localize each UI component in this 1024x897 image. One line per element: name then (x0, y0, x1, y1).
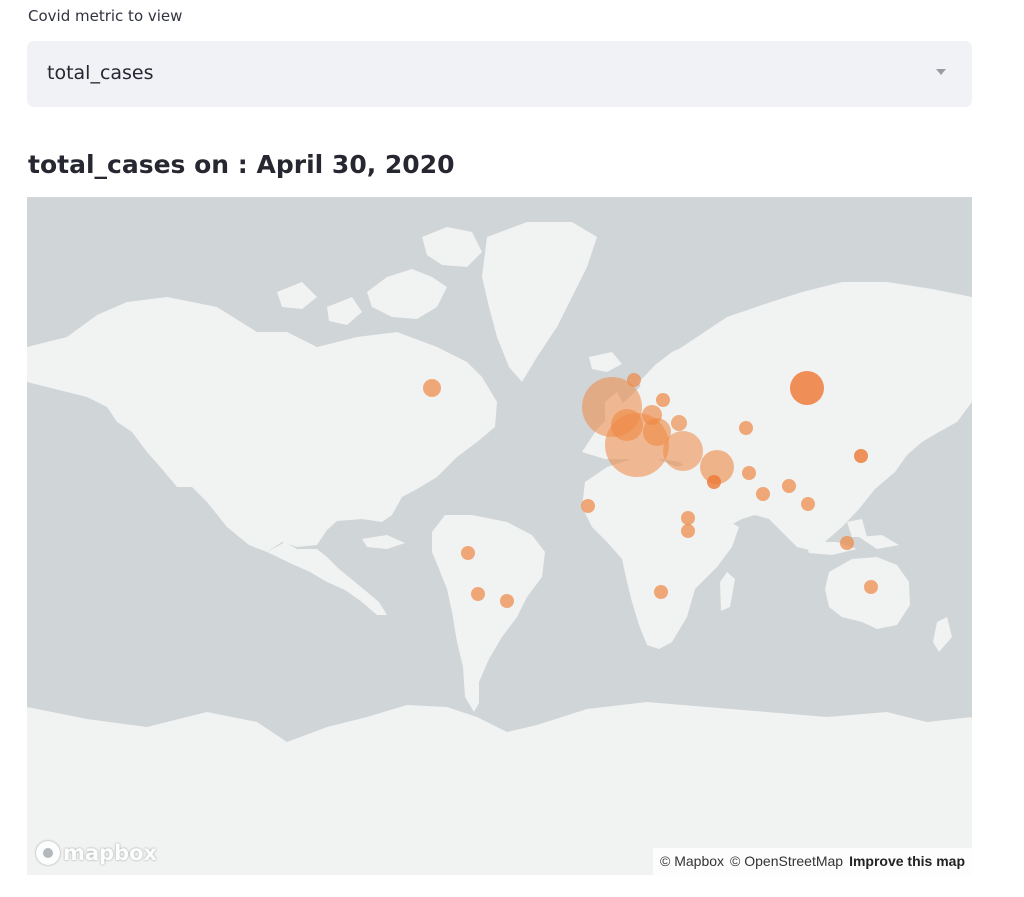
marker-pakistan[interactable] (742, 466, 756, 480)
marker-east-africa-north[interactable] (681, 511, 695, 525)
marker-south-africa[interactable] (654, 585, 668, 599)
mapbox-logo-text: mapbox (63, 841, 158, 865)
marker-west-africa[interactable] (581, 499, 595, 513)
marker-gulf[interactable] (707, 475, 721, 489)
mapbox-logo[interactable]: mapbox (36, 841, 157, 865)
marker-japan-korea[interactable] (854, 449, 868, 463)
map-attribution: © Mapbox © OpenStreetMap Improve this ma… (653, 848, 972, 875)
metric-select[interactable]: total_cases (27, 41, 972, 107)
marker-indonesia[interactable] (840, 536, 854, 550)
select-value: total_cases (47, 62, 154, 84)
marker-russia[interactable] (790, 371, 824, 405)
mapbox-logo-icon (36, 841, 60, 865)
landmass-central-america (267, 542, 387, 615)
landmass-iceland (589, 352, 622, 372)
marker-turkey[interactable] (663, 431, 703, 471)
map-view[interactable]: mapbox © Mapbox © OpenStreetMap Improve … (27, 197, 972, 875)
marker-central-europe[interactable] (643, 418, 671, 446)
marker-iran[interactable] (700, 450, 734, 484)
marker-east-africa-south[interactable] (681, 524, 695, 538)
land-layer (27, 222, 972, 875)
select-label: Covid metric to view (28, 7, 183, 25)
marker-ukraine[interactable] (671, 415, 687, 431)
marker-chile[interactable] (471, 587, 485, 601)
chevron-down-icon[interactable] (936, 69, 946, 75)
marker-scandinavia[interactable] (627, 373, 641, 387)
landmass-south-america (432, 515, 545, 712)
landmass-greenland (482, 222, 597, 382)
marker-argentina[interactable] (500, 594, 514, 608)
improve-map-link[interactable]: Improve this map (849, 853, 965, 869)
marker-caucasus[interactable] (739, 421, 753, 435)
marker-southeast-asia[interactable] (801, 497, 815, 511)
landmass-north-america (27, 297, 497, 552)
attribution-osm-link[interactable]: © OpenStreetMap (730, 853, 844, 869)
attribution-mapbox-link[interactable]: © Mapbox (660, 853, 725, 869)
landmass-africa (582, 459, 739, 649)
marker-ecuador-peru[interactable] (461, 546, 475, 560)
landmass-madagascar (720, 572, 735, 611)
case-markers (423, 371, 878, 608)
landmass-japan (869, 422, 889, 462)
marker-australia[interactable] (864, 580, 878, 594)
map-canvas[interactable] (27, 197, 972, 875)
marker-bangladesh[interactable] (782, 479, 796, 493)
marker-germany[interactable] (642, 405, 662, 425)
map-title: total_cases on : April 30, 2020 (28, 150, 455, 179)
landmass-antarctica (27, 702, 972, 875)
marker-canada[interactable] (423, 379, 441, 397)
marker-western-europe[interactable] (611, 409, 643, 441)
marker-poland[interactable] (656, 393, 670, 407)
marker-india[interactable] (756, 487, 770, 501)
landmass-new-zealand (933, 617, 952, 652)
landmass-arctic-islands (367, 269, 447, 319)
